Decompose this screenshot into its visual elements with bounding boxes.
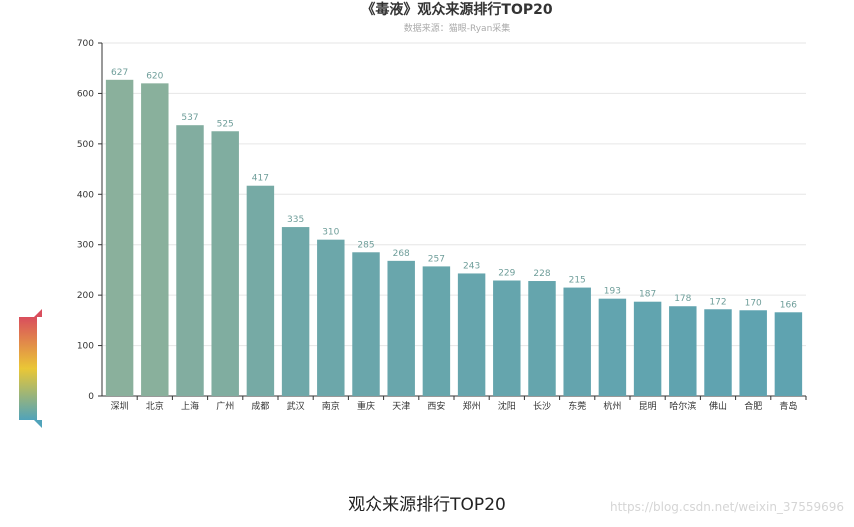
bar-value-label: 228	[533, 269, 550, 279]
bar[interactable]	[246, 185, 275, 396]
x-category-label: 杭州	[603, 400, 621, 412]
bar-value-label: 166	[780, 300, 797, 310]
y-tick-label: 400	[77, 190, 94, 200]
x-category-label: 昆明	[639, 401, 657, 412]
bar[interactable]	[563, 287, 591, 396]
y-tick-label: 500	[77, 140, 94, 150]
bar-value-label: 193	[604, 287, 621, 297]
x-category-label: 成都	[251, 400, 269, 412]
bar[interactable]	[352, 252, 380, 396]
x-category-label: 天津	[392, 401, 410, 412]
bar-value-label: 178	[674, 294, 691, 304]
visual-map-handle-bottom[interactable]	[34, 420, 42, 428]
figure-caption: 观众来源排行TOP20	[348, 495, 506, 515]
bar[interactable]	[422, 266, 451, 396]
bar-value-label: 215	[569, 276, 586, 286]
bar-value-label: 417	[252, 174, 269, 184]
bar[interactable]	[598, 298, 627, 396]
bar[interactable]	[493, 280, 521, 396]
bar-value-label: 285	[357, 240, 374, 250]
bar-value-label: 268	[393, 249, 410, 259]
x-category-label: 南京	[322, 400, 340, 412]
y-tick-label: 700	[77, 39, 94, 49]
bar[interactable]	[669, 306, 697, 396]
bar-value-label: 627	[111, 68, 128, 78]
bar-value-label: 187	[639, 290, 656, 300]
bar[interactable]	[141, 83, 169, 396]
y-tick-label: 300	[77, 241, 94, 251]
x-category-label: 武汉	[287, 400, 305, 412]
x-category-label: 西安	[427, 400, 445, 412]
bar[interactable]	[457, 273, 486, 396]
bar-value-label: 525	[217, 119, 234, 129]
bar-value-label: 537	[181, 113, 198, 123]
y-tick-label: 200	[77, 291, 94, 301]
bar[interactable]	[176, 125, 204, 396]
x-category-label: 沈阳	[498, 400, 516, 412]
chart-subtitle: 数据来源：猫眼-Ryan采集	[404, 22, 511, 34]
x-category-label: 长沙	[533, 400, 551, 412]
bar[interactable]	[633, 301, 662, 396]
visual-map-handle-top[interactable]	[34, 309, 42, 317]
bar-value-label: 310	[322, 228, 339, 238]
bar[interactable]	[704, 309, 732, 396]
bar[interactable]	[281, 227, 310, 396]
x-category-label: 广州	[216, 400, 234, 412]
y-tick-label: 600	[77, 89, 94, 99]
bar-value-label: 243	[463, 261, 480, 271]
y-tick-label: 100	[77, 342, 94, 352]
bar[interactable]	[317, 239, 345, 396]
x-category-label: 东莞	[568, 400, 586, 412]
visual-map-bar[interactable]	[19, 317, 37, 420]
x-category-label: 深圳	[111, 401, 129, 412]
bar[interactable]	[211, 131, 239, 396]
bar-value-label: 172	[709, 297, 726, 307]
bar-value-label: 620	[146, 71, 163, 81]
x-category-label: 青岛	[779, 400, 797, 412]
bar-value-label: 229	[498, 269, 515, 279]
bar[interactable]	[528, 281, 556, 396]
bar-chart: 《毒液》观众来源排行TOP20 数据来源：猫眼-Ryan采集 0 100 200 30…	[19, 1, 807, 428]
bar[interactable]	[739, 310, 767, 396]
x-category-label: 重庆	[357, 400, 375, 412]
chart-title: 《毒液》观众来源排行TOP20	[361, 1, 552, 18]
bar[interactable]	[387, 260, 415, 396]
x-category-label: 哈尔滨	[669, 400, 696, 412]
x-category-label: 佛山	[709, 400, 727, 412]
x-category-label: 郑州	[463, 400, 481, 412]
bar[interactable]	[105, 79, 134, 396]
x-category-label: 合肥	[744, 400, 762, 412]
bar[interactable]	[774, 312, 803, 396]
chart-card: 《毒液》观众来源排行TOP20 数据来源：猫眼-Ryan采集 0 100 200 30…	[19, 1, 807, 428]
visual-map[interactable]	[19, 309, 42, 428]
bar-value-label: 170	[745, 298, 762, 308]
x-category-label: 北京	[146, 400, 164, 412]
bar-value-label: 335	[287, 215, 304, 225]
watermark: https://blog.csdn.net/weixin_37559696	[609, 500, 844, 514]
x-category-label: 上海	[181, 400, 199, 412]
bar-value-label: 257	[428, 254, 445, 264]
y-tick-label: 0	[88, 392, 94, 402]
